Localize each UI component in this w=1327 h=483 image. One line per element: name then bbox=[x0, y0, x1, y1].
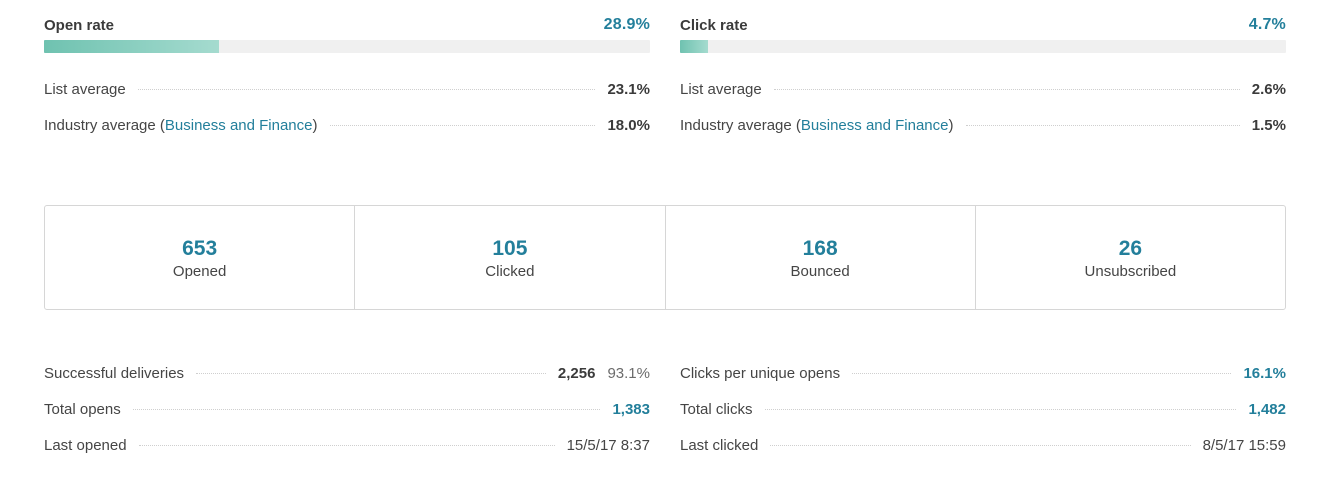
click-industry-suffix: ) bbox=[948, 117, 954, 134]
successful-deliveries-label: Successful deliveries bbox=[44, 365, 185, 382]
dotted-leader bbox=[852, 373, 1232, 374]
last-clicked-value: 8/5/17 15:59 bbox=[1202, 437, 1286, 454]
open-list-average-label: List average bbox=[44, 81, 126, 98]
open-industry-average-value: 18.0% bbox=[607, 117, 650, 134]
click-list-average-value: 2.6% bbox=[1251, 81, 1286, 98]
last-clicked-label: Last clicked bbox=[680, 437, 759, 454]
total-clicks-row: Total clicks 1,482 bbox=[680, 401, 1286, 437]
dotted-leader bbox=[196, 373, 546, 374]
open-rate-bar-fill bbox=[44, 40, 220, 53]
open-list-average-value: 23.1% bbox=[607, 81, 650, 98]
click-rate-bar bbox=[680, 40, 1286, 53]
last-clicked-row: Last clicked 8/5/17 15:59 bbox=[680, 437, 1286, 473]
last-opened-label: Last opened bbox=[44, 437, 127, 454]
total-clicks-value[interactable]: 1,482 bbox=[1248, 401, 1286, 418]
dotted-leader bbox=[965, 125, 1240, 126]
dotted-leader bbox=[764, 409, 1237, 410]
click-industry-prefix: Industry average ( bbox=[680, 117, 801, 134]
click-industry-average-row: Industry average (Business and Finance) … bbox=[680, 117, 1286, 153]
stat-bounced-label: Bounced bbox=[790, 262, 850, 280]
click-rate-averages: List average 2.6% Industry average (Busi… bbox=[680, 81, 1286, 153]
open-industry-average-row: Industry average (Business and Finance) … bbox=[44, 117, 650, 153]
open-industry-average-label: Industry average (Business and Finance) bbox=[44, 117, 318, 134]
stat-opened-number: 653 bbox=[182, 236, 218, 260]
successful-deliveries-percent: 93.1% bbox=[607, 365, 650, 382]
total-clicks-label: Total clicks bbox=[680, 401, 753, 418]
open-industry-link[interactable]: Business and Finance bbox=[164, 117, 313, 134]
click-details: Clicks per unique opens 16.1% Total clic… bbox=[680, 365, 1286, 473]
click-rate-section: Click rate 4.7% List average 2.6% Indust… bbox=[680, 0, 1286, 153]
open-rate-bar bbox=[44, 40, 650, 53]
total-opens-row: Total opens 1,383 bbox=[44, 401, 650, 437]
click-rate-title: Click rate bbox=[680, 17, 748, 34]
stat-bounced-number: 168 bbox=[802, 236, 838, 260]
delivery-details: Successful deliveries 2,256 93.1% Total … bbox=[44, 365, 650, 473]
open-rate-averages: List average 23.1% Industry average (Bus… bbox=[44, 81, 650, 153]
stat-unsubscribed-label: Unsubscribed bbox=[1084, 262, 1177, 280]
stat-unsubscribed[interactable]: 26 Unsubscribed bbox=[976, 206, 1285, 309]
open-industry-prefix: Industry average ( bbox=[44, 117, 165, 134]
stat-clicked-label: Clicked bbox=[485, 262, 535, 280]
total-opens-label: Total opens bbox=[44, 401, 121, 418]
open-rate-header: Open rate 28.9% bbox=[44, 0, 650, 40]
successful-deliveries-value: 2,256 bbox=[557, 365, 596, 382]
stat-clicked-number: 105 bbox=[492, 236, 528, 260]
dotted-leader bbox=[770, 445, 1191, 446]
dotted-leader bbox=[138, 445, 555, 446]
clicks-per-unique-opens-row: Clicks per unique opens 16.1% bbox=[680, 365, 1286, 401]
open-rate-title: Open rate bbox=[44, 17, 115, 34]
click-list-average-row: List average 2.6% bbox=[680, 81, 1286, 117]
stat-opened[interactable]: 653 Opened bbox=[45, 206, 356, 309]
stats-summary: 653 Opened 105 Clicked 168 Bounced 26 Un… bbox=[44, 205, 1286, 310]
stat-opened-label: Opened bbox=[172, 262, 227, 280]
click-industry-link[interactable]: Business and Finance bbox=[800, 117, 949, 134]
stat-unsubscribed-number: 26 bbox=[1118, 236, 1143, 260]
click-industry-average-label: Industry average (Business and Finance) bbox=[680, 117, 954, 134]
total-opens-value[interactable]: 1,383 bbox=[612, 401, 650, 418]
dotted-leader bbox=[132, 409, 601, 410]
click-rate-value: 4.7% bbox=[1248, 16, 1286, 33]
click-rate-header: Click rate 4.7% bbox=[680, 0, 1286, 40]
open-rate-section: Open rate 28.9% List average 23.1% Indus… bbox=[44, 0, 650, 153]
dotted-leader bbox=[773, 89, 1240, 90]
click-list-average-label: List average bbox=[680, 81, 762, 98]
open-rate-value: 28.9% bbox=[603, 16, 650, 33]
click-rate-bar-fill bbox=[680, 40, 709, 53]
open-industry-suffix: ) bbox=[312, 117, 318, 134]
clicks-per-unique-opens-label: Clicks per unique opens bbox=[680, 365, 841, 382]
last-opened-value: 15/5/17 8:37 bbox=[566, 437, 650, 454]
successful-deliveries-row: Successful deliveries 2,256 93.1% bbox=[44, 365, 650, 401]
dotted-leader bbox=[137, 89, 596, 90]
last-opened-row: Last opened 15/5/17 8:37 bbox=[44, 437, 650, 473]
stat-bounced[interactable]: 168 Bounced bbox=[666, 206, 976, 309]
dotted-leader bbox=[329, 125, 596, 126]
open-list-average-row: List average 23.1% bbox=[44, 81, 650, 117]
clicks-per-unique-opens-value: 16.1% bbox=[1243, 365, 1286, 382]
click-industry-average-value: 1.5% bbox=[1251, 117, 1286, 134]
stat-clicked[interactable]: 105 Clicked bbox=[355, 206, 666, 309]
